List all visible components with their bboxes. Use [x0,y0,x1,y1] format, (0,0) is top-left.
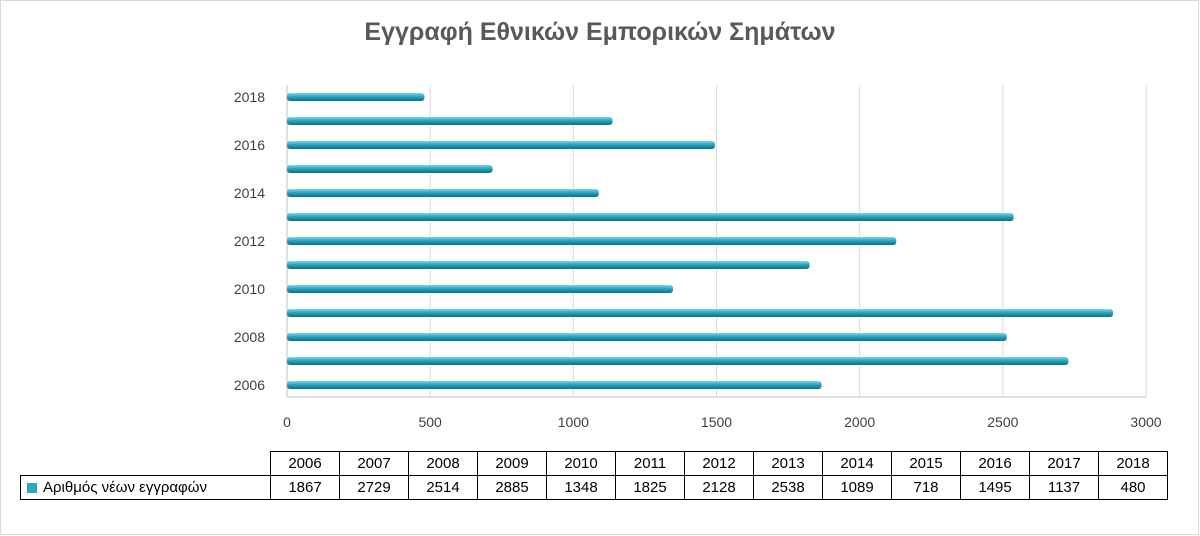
bar-2011 [287,261,810,269]
table-year-cell: 2007 [339,451,409,476]
table-corner [21,452,271,476]
table-value-cell: 2885 [477,475,547,500]
bar-2015 [287,165,493,173]
table-year-cell: 2014 [822,451,892,476]
bar-2007 [287,357,1069,365]
bar-2006 [287,381,822,389]
bar-2009 [287,309,1114,317]
y-tick-label: 2014 [234,185,265,201]
legend-cell: Αριθμός νέων εγγραφών [20,475,271,500]
chart-title: Εγγραφή Εθνικών Εμπορικών Σημάτων [364,18,836,46]
table-year-cell: 2015 [891,451,961,476]
x-tick-label: 0 [283,414,291,430]
bar-2018 [287,93,425,101]
table-value-cell: 2538 [753,475,823,500]
table-value-cell: 1348 [546,475,616,500]
table-value-cell: 480 [1098,475,1168,500]
bar-chart: 0 500 1000 1500 2000 2500 3000 2006 2008 2010 2012… [234,85,1162,430]
table-value-cell: 1495 [960,475,1030,500]
table-year-cell: 2009 [477,451,547,476]
y-tick-label: 2006 [234,377,265,393]
bar-2017 [287,117,613,125]
table-year-cell: 2018 [1098,451,1168,476]
y-tick-label: 2008 [234,329,265,345]
y-tick-label: 2010 [234,281,265,297]
table-year-cell: 2010 [546,451,616,476]
x-tick-label: 500 [418,414,442,430]
table-value-cell: 718 [891,475,961,500]
table-year-cell: 2008 [408,451,478,476]
x-tick-label: 1500 [701,414,732,430]
y-tick-label: 2012 [234,233,265,249]
table-value-cell: 1089 [822,475,892,500]
data-table: 2006 2007 2008 2009 2010 2011 2012 2013 2014 2015… [20,451,1168,500]
bar-2013 [287,213,1014,221]
y-tick-label: 2016 [234,137,265,153]
table-year-cell: 2017 [1029,451,1099,476]
table-value-cell: 2514 [408,475,478,500]
series-name: Αριθμός νέων εγγραφών [43,479,207,496]
table-year-cell: 2012 [684,451,754,476]
table-year-cell: 2013 [753,451,823,476]
table-value-cell: 2729 [339,475,409,500]
table-year-cell: 2016 [960,451,1030,476]
bar-2016 [287,141,716,149]
table-year-cell: 2011 [615,451,685,476]
table-year-cell: 2006 [270,451,340,476]
year-row: 2006 2007 2008 2009 2010 2011 2012 2013 2014 2015… [21,451,1168,476]
x-tick-label: 2000 [844,414,875,430]
table-value-cell: 1867 [270,475,340,500]
table-value-cell: 1137 [1029,475,1099,500]
bar-2012 [287,237,897,245]
value-row: Αριθμός νέων εγγραφών 1867 2729 2514 2885 13… [20,475,1168,500]
bar-2014 [287,189,599,197]
x-tick-label: 3000 [1130,414,1161,430]
x-tick-label: 2500 [987,414,1018,430]
legend-swatch-icon [27,483,37,494]
bar-2008 [287,333,1007,341]
bar-2010 [287,285,673,293]
x-tick-label: 1000 [558,414,589,430]
table-value-cell: 2128 [684,475,754,500]
table-value-cell: 1825 [615,475,685,500]
y-tick-label: 2018 [234,89,265,105]
